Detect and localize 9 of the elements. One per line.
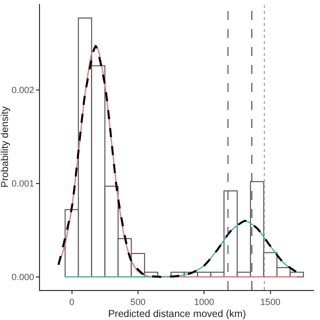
x-axis-title: Predicted distance moved (km) — [108, 309, 246, 320]
y-tick-label: 0.001 — [12, 178, 34, 189]
y-tick-label: 0.002 — [12, 85, 34, 96]
y-tick-label: 0.000 — [12, 272, 34, 282]
x-tick-label: 500 — [130, 296, 146, 307]
y-axis-title: Probability density — [0, 106, 11, 188]
x-tick-label: 1500 — [260, 296, 280, 307]
x-tick-label: 0 — [69, 296, 74, 307]
x-tick-label: 1000 — [194, 296, 214, 307]
